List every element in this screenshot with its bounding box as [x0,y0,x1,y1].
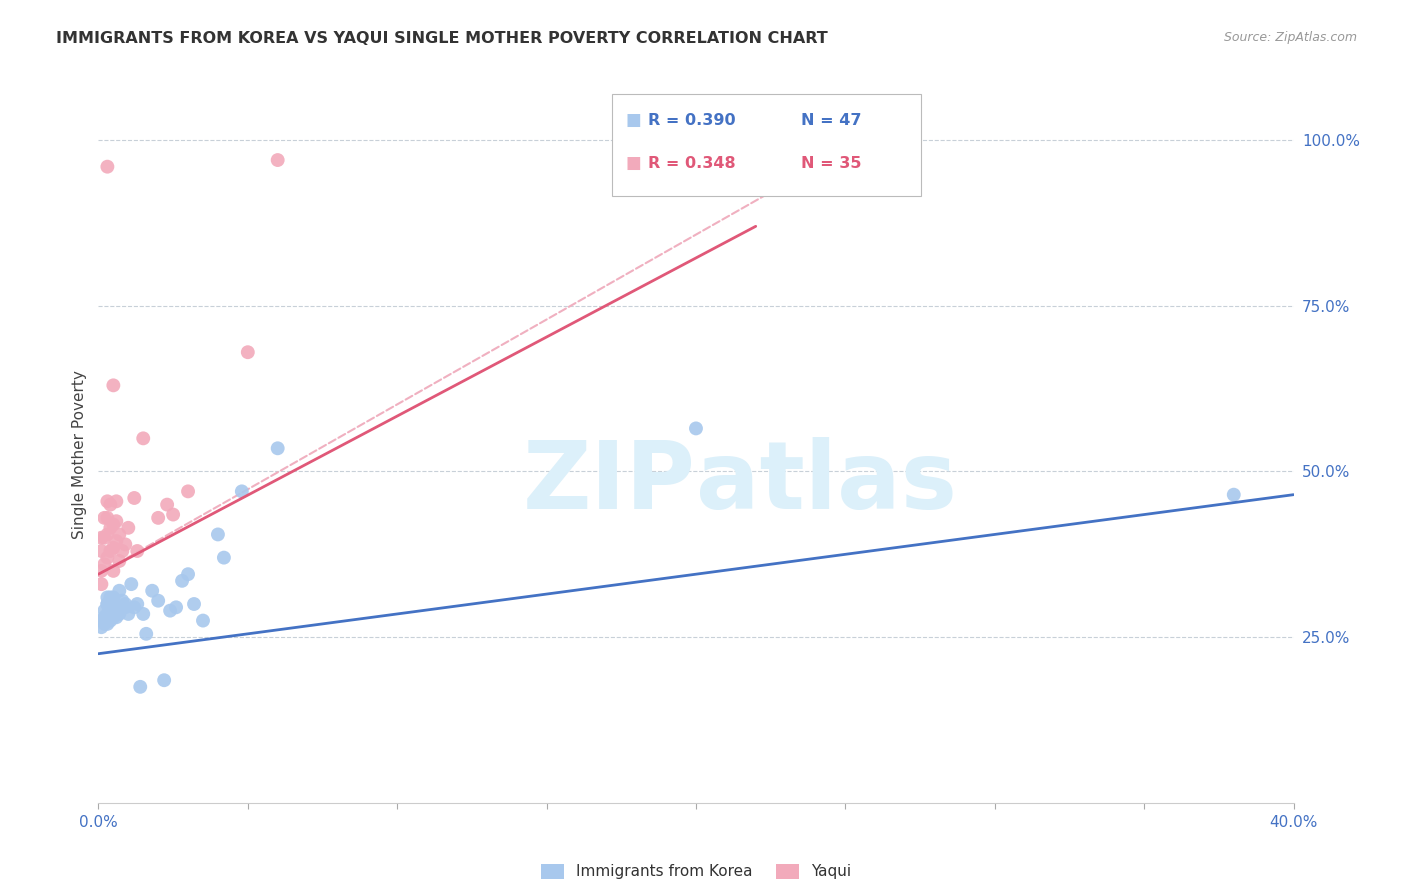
Point [108,583,131,598]
Text: Source: ZipAtlas.com: Source: ZipAtlas.com [1223,31,1357,45]
Point [103,517,125,532]
Point [96,494,118,508]
Point [96,616,118,631]
Point [93,558,115,572]
Point [114,597,136,611]
Point [105,610,128,624]
Point [96,597,118,611]
Point [93,610,115,624]
Point [100,498,122,512]
Point [127,544,149,558]
Point [162,508,184,522]
Point [207,527,229,541]
Point [96,597,118,611]
Point [267,153,290,167]
Point [127,597,149,611]
Point [236,345,259,359]
Point [100,607,122,621]
Point [111,544,134,558]
Point [124,491,146,505]
Point [159,604,181,618]
Point [93,604,115,618]
Point [685,421,707,435]
Point [267,442,290,456]
Point [100,591,122,605]
Point [108,607,131,621]
Point [111,600,134,615]
Text: ZIP: ZIP [523,437,696,529]
Point [96,160,118,174]
Point [90,577,112,591]
Point [100,521,122,535]
Point [172,574,194,588]
Point [114,600,136,615]
Point [156,498,179,512]
Point [93,531,115,545]
Text: IMMIGRANTS FROM KOREA VS YAQUI SINGLE MOTHER POVERTY CORRELATION CHART: IMMIGRANTS FROM KOREA VS YAQUI SINGLE MO… [56,31,828,46]
Point [90,620,112,634]
Point [96,527,118,541]
Y-axis label: Single Mother Poverty: Single Mother Poverty [72,370,87,540]
Point [141,583,163,598]
Point [132,431,155,445]
Point [135,627,157,641]
Point [90,544,112,558]
Point [117,521,139,535]
Point [124,600,146,615]
Point [100,544,122,558]
Point [212,550,235,565]
Point [132,607,155,621]
Point [100,607,122,621]
Text: ■: ■ [626,112,641,129]
Point [96,511,118,525]
Point [103,591,125,605]
Text: R = 0.390: R = 0.390 [648,113,735,128]
Point [90,614,112,628]
Point [1223,488,1246,502]
Text: R = 0.348: R = 0.348 [648,156,735,170]
Point [165,600,187,615]
Point [90,531,112,545]
Point [111,593,134,607]
Legend: Immigrants from Korea, Yaqui: Immigrants from Korea, Yaqui [534,857,858,886]
Point [129,680,152,694]
Point [93,511,115,525]
Point [177,484,200,499]
Point [103,378,125,392]
Point [100,614,122,628]
Text: ■: ■ [626,154,641,172]
Point [96,591,118,605]
Point [105,514,128,528]
Point [103,604,125,618]
Point [114,537,136,551]
Point [108,554,131,568]
Point [120,577,142,591]
Point [148,511,170,525]
Text: N = 47: N = 47 [801,113,862,128]
Point [105,600,128,615]
Text: N = 35: N = 35 [801,156,862,170]
Text: atlas: atlas [696,437,957,529]
Point [191,614,214,628]
Point [117,607,139,621]
Point [93,616,115,631]
Point [108,527,131,541]
Point [231,484,253,499]
Point [103,610,125,624]
Point [183,597,205,611]
Point [96,607,118,621]
Point [177,567,200,582]
Point [90,564,112,578]
Point [148,593,170,607]
Point [105,494,128,508]
Point [105,534,128,549]
Point [103,564,125,578]
Point [103,541,125,555]
Point [153,673,176,688]
Point [96,550,118,565]
